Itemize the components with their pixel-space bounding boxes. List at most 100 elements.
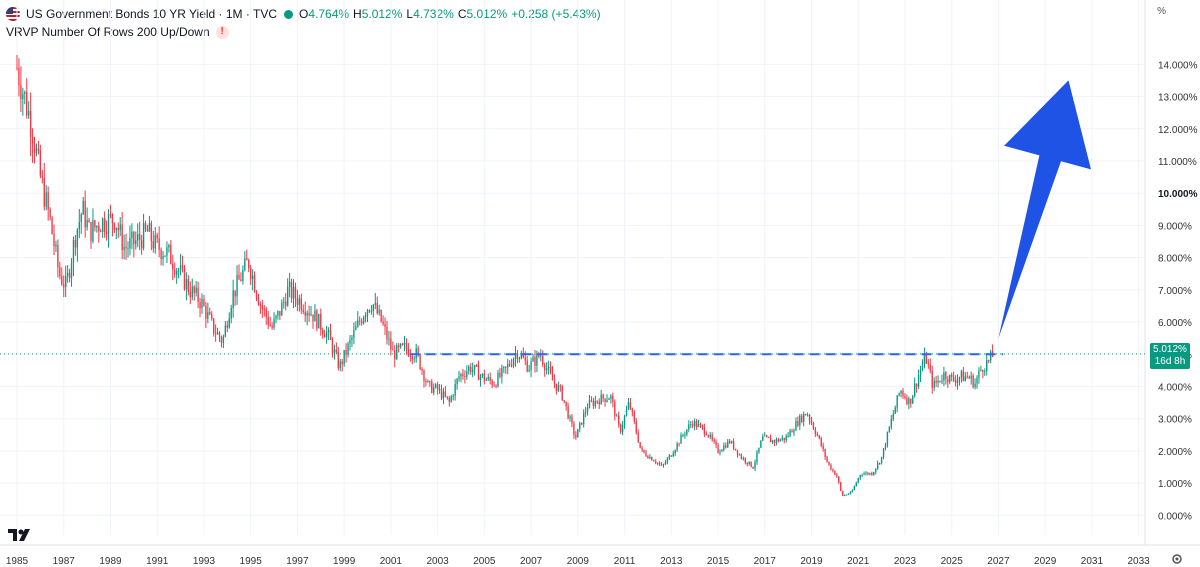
candle-body xyxy=(758,447,760,453)
candle-body xyxy=(497,372,499,387)
candle-body xyxy=(512,358,515,366)
candle-body xyxy=(972,375,974,388)
candle-body xyxy=(902,390,904,396)
candle-body xyxy=(166,247,168,256)
candle-body xyxy=(251,275,254,280)
candle-body xyxy=(152,241,154,249)
candle-body xyxy=(191,286,193,298)
y-tick-label: 6.000% xyxy=(1158,318,1192,329)
candle-body xyxy=(436,384,439,390)
candle-body xyxy=(921,365,924,371)
candle-body xyxy=(590,400,593,402)
candle-body xyxy=(785,436,787,441)
candle-body xyxy=(109,214,112,216)
symbol-title[interactable]: US Government Bonds 10 YR Yield · 1M · T… xyxy=(26,7,277,21)
candle-body xyxy=(80,214,82,222)
candle-body xyxy=(362,317,365,324)
candle-body xyxy=(573,423,575,435)
candle-body xyxy=(164,255,166,257)
candle-body xyxy=(982,370,984,372)
candle-body xyxy=(49,209,51,218)
candle-body xyxy=(676,443,678,451)
last-price-tag: 5.012% 16d 8h xyxy=(1150,343,1190,369)
candle-body xyxy=(203,298,205,306)
candle-body xyxy=(775,439,778,443)
candle-body xyxy=(894,407,896,414)
candle-body xyxy=(168,244,170,248)
candle-body xyxy=(828,461,830,465)
candle-body xyxy=(323,334,326,338)
candle-body xyxy=(812,423,815,430)
candle-body xyxy=(265,309,267,318)
candle-body xyxy=(818,435,820,439)
candle-body xyxy=(238,275,240,280)
candle-body xyxy=(84,200,86,228)
price-axis[interactable]: 14.000% 13.000% 12.000% 11.000% 10.000% 9.000… xyxy=(1158,60,1198,522)
candle-body xyxy=(246,258,248,261)
candle-body xyxy=(41,175,43,178)
axis-unit-button[interactable]: % xyxy=(1157,6,1166,17)
candle-body xyxy=(218,332,221,338)
candle-body xyxy=(388,338,390,340)
candle-body xyxy=(370,311,373,313)
candle-body xyxy=(18,67,20,86)
candle-body xyxy=(187,279,190,292)
candle-body xyxy=(425,380,427,382)
x-tick-label: 2007 xyxy=(520,556,543,567)
candle-body xyxy=(226,325,228,328)
candle-body xyxy=(618,415,620,425)
candle-body xyxy=(366,310,369,315)
candle-body xyxy=(906,398,908,404)
candle-body xyxy=(941,380,943,382)
candle-body xyxy=(719,451,721,453)
candle-body xyxy=(569,416,571,419)
x-tick-label: 1993 xyxy=(193,556,216,567)
candle-body xyxy=(787,435,789,437)
candle-body xyxy=(727,441,729,448)
settings-gear-icon[interactable] xyxy=(1170,552,1184,566)
candle-body xyxy=(396,345,398,360)
candle-body xyxy=(884,445,887,449)
close-label: C xyxy=(457,7,467,21)
candle-body xyxy=(970,375,972,379)
x-tick-label: 2019 xyxy=(800,556,823,567)
candle-body xyxy=(744,458,746,463)
x-tick-label: 2003 xyxy=(426,556,449,567)
candle-body xyxy=(801,415,803,422)
x-tick-label: 2021 xyxy=(847,556,870,567)
candle-body xyxy=(978,370,980,378)
candle-body xyxy=(82,200,84,215)
candle-body xyxy=(705,433,708,436)
candle-body xyxy=(871,473,873,476)
candle-body xyxy=(113,223,116,231)
candle-body xyxy=(283,301,285,303)
candle-body xyxy=(951,374,953,377)
indicator-title[interactable]: VRVP Number Of Rows 200 Up/Down xyxy=(6,25,210,39)
time-axis[interactable]: 1985 1987 1989 1991 1993 1995 1997 1999 2001 2003… xyxy=(6,556,1150,567)
annotation-arrow[interactable] xyxy=(998,80,1091,339)
candle-body xyxy=(197,287,199,303)
warning-icon[interactable]: ! xyxy=(215,25,229,39)
candle-body xyxy=(244,258,246,270)
y-tick-label: 11.000% xyxy=(1158,157,1197,168)
x-tick-label: 2033 xyxy=(1128,556,1151,567)
candle-body xyxy=(542,356,544,365)
candle-body xyxy=(752,466,754,469)
y-tick-label: 2.000% xyxy=(1158,447,1192,458)
candle-body xyxy=(771,440,774,443)
tradingview-logo-icon[interactable] xyxy=(8,527,34,543)
x-tick-label: 1995 xyxy=(240,556,263,567)
y-tick-label: 8.000% xyxy=(1158,254,1192,265)
candle-body xyxy=(760,440,762,448)
candle-body xyxy=(840,482,842,491)
candle-body xyxy=(836,474,838,477)
candle-body xyxy=(320,313,322,330)
candle-body xyxy=(507,364,509,368)
candle-body xyxy=(390,338,392,350)
candle-body xyxy=(621,425,624,432)
candle-body xyxy=(740,454,743,459)
candle-body xyxy=(318,313,320,329)
candle-body xyxy=(154,235,156,249)
candle-body xyxy=(588,400,591,408)
